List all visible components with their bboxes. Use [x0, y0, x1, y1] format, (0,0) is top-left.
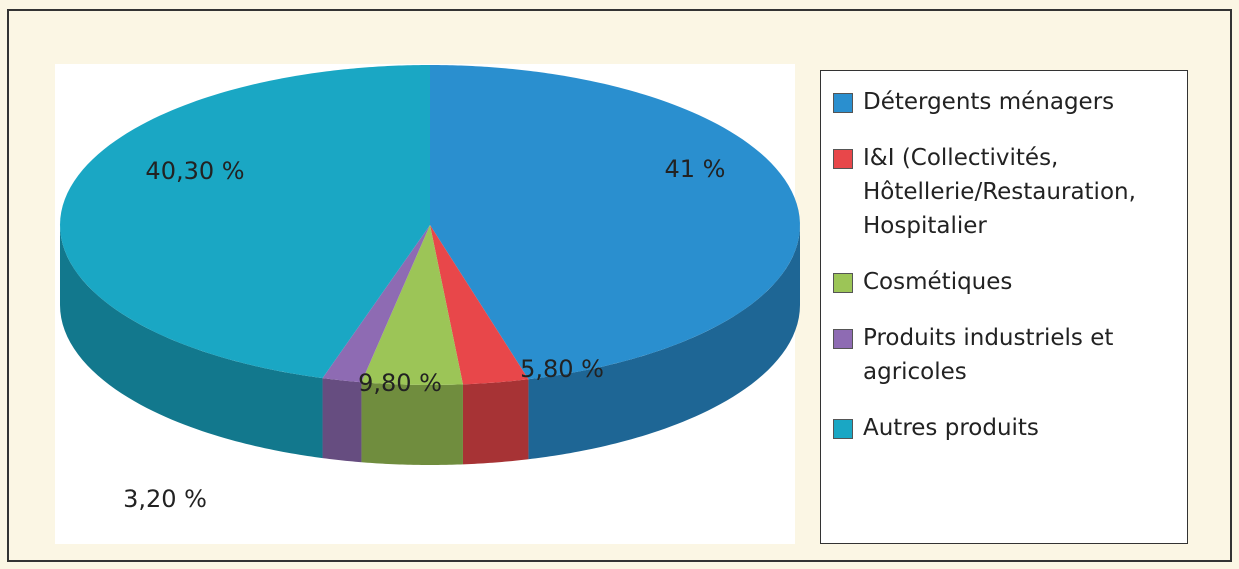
legend-label: Autres produits	[863, 415, 1039, 441]
legend-label: I&I (Collectivités, Hôtellerie/Restaurat…	[863, 145, 1136, 239]
legend-item: Produits industriels et agricoles	[833, 321, 1177, 389]
slice	[361, 225, 463, 385]
legend-item: I&I (Collectivités, Hôtellerie/Restaurat…	[833, 141, 1177, 243]
legend-swatch	[833, 149, 853, 169]
frame	[7, 9, 1232, 562]
legend-swatch	[833, 273, 853, 293]
slice-side	[361, 382, 463, 465]
slice-side	[462, 379, 529, 465]
slice	[430, 65, 800, 380]
data-label: 41 %	[665, 155, 726, 183]
legend-label: Détergents ménagers	[863, 89, 1115, 115]
legend-label: Cosmétiques	[863, 269, 1013, 295]
slice	[60, 65, 430, 379]
slice-side	[528, 225, 800, 460]
legend-item: Cosmétiques	[833, 265, 1177, 299]
legend-swatch	[833, 419, 853, 439]
data-label: 3,20 %	[123, 485, 207, 513]
slice-side	[60, 225, 323, 459]
data-label: 9,80 %	[358, 369, 442, 397]
legend-swatch	[833, 329, 853, 349]
legend-item: Autres produits	[833, 411, 1177, 445]
legend: Détergents ménagers I&I (Collectivités, H…	[820, 70, 1188, 544]
legend-swatch	[833, 93, 853, 113]
slice-side	[322, 378, 362, 463]
slice	[322, 225, 430, 383]
slice	[430, 225, 529, 385]
legend-item: Détergents ménagers	[833, 85, 1177, 119]
legend-label: Produits industriels et agricoles	[863, 325, 1114, 385]
data-label: 5,80 %	[520, 355, 604, 383]
data-label: 40,30 %	[145, 157, 244, 185]
